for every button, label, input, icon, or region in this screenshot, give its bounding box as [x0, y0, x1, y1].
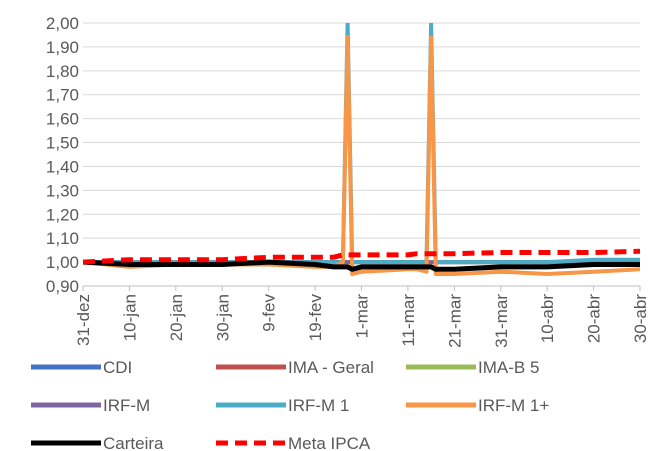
- x-tick-label: 31-dez: [74, 294, 93, 346]
- y-tick-label: 1,90: [46, 38, 79, 57]
- y-tick-label: 1,00: [46, 253, 79, 272]
- x-tick-label: 20-abr: [585, 294, 604, 343]
- legend-item: Meta IPCA: [216, 434, 371, 451]
- y-tick-label: 1,70: [46, 86, 79, 105]
- y-tick-label: 1,80: [46, 62, 79, 81]
- y-tick-label: 1,30: [46, 181, 79, 200]
- legend-label: IMA - Geral: [288, 358, 374, 377]
- y-tick-label: 1,20: [46, 205, 79, 224]
- legend: CDI IMA - Geral IMA-B 5 IRF-M IRF-M 1 IRF-M 1…: [31, 358, 549, 451]
- series-line-7: [83, 248, 640, 265]
- x-tick-label: 9-fev: [260, 294, 279, 332]
- y-axis-ticks: 0,90 1,00 1,10 1,20 1,30 1,40 1,50 1,60 1,70 1,80…: [46, 14, 79, 296]
- x-tick-label: 10-jan: [120, 294, 139, 341]
- x-tick-label: 19-fev: [306, 294, 325, 342]
- legend-item: Carteira: [31, 434, 164, 451]
- legend-item: IRF-M: [31, 396, 150, 415]
- y-tick-label: 1,60: [46, 110, 79, 129]
- legend-item: IRF-M 1+: [406, 396, 549, 415]
- y-tick-label: 1,40: [46, 157, 79, 176]
- x-axis: [82, 285, 641, 291]
- plot-area: [83, 23, 640, 276]
- x-tick-label: 1-mar: [353, 294, 372, 339]
- legend-label: IMA-B 5: [478, 358, 539, 377]
- legend-item: CDI: [31, 358, 132, 377]
- x-tick-label: 11-mar: [399, 294, 418, 347]
- legend-label: IRF-M: [103, 396, 150, 415]
- y-tick-label: 0,90: [46, 277, 79, 296]
- y-tick-label: 2,00: [46, 14, 79, 33]
- x-tick-label: 30-jan: [213, 294, 232, 341]
- x-tick-label: 21-mar: [445, 294, 464, 348]
- legend-label: IRF-M 1: [288, 396, 349, 415]
- series-line-6: [83, 259, 640, 272]
- legend-item: IRF-M 1: [216, 396, 349, 415]
- x-tick-label: 10-abr: [538, 294, 557, 343]
- legend-item: IMA - Geral: [216, 358, 374, 377]
- series-lines: [83, 23, 640, 276]
- legend-label: IRF-M 1+: [478, 396, 549, 415]
- x-tick-label: 20-jan: [167, 294, 186, 341]
- legend-label: Meta IPCA: [288, 434, 371, 451]
- y-tick-label: 1,10: [46, 229, 79, 248]
- gridlines: [83, 22, 640, 287]
- x-tick-label: 31-mar: [492, 294, 511, 348]
- x-tick-label: 30-abr: [631, 294, 650, 343]
- legend-label: CDI: [103, 358, 132, 377]
- y-tick-label: 1,50: [46, 134, 79, 153]
- x-axis-ticks: 31-dez 10-jan 20-jan 30-jan 9-fev 19-fev 1-mar…: [74, 294, 650, 348]
- legend-label: Carteira: [103, 434, 164, 451]
- legend-item: IMA-B 5: [406, 358, 539, 377]
